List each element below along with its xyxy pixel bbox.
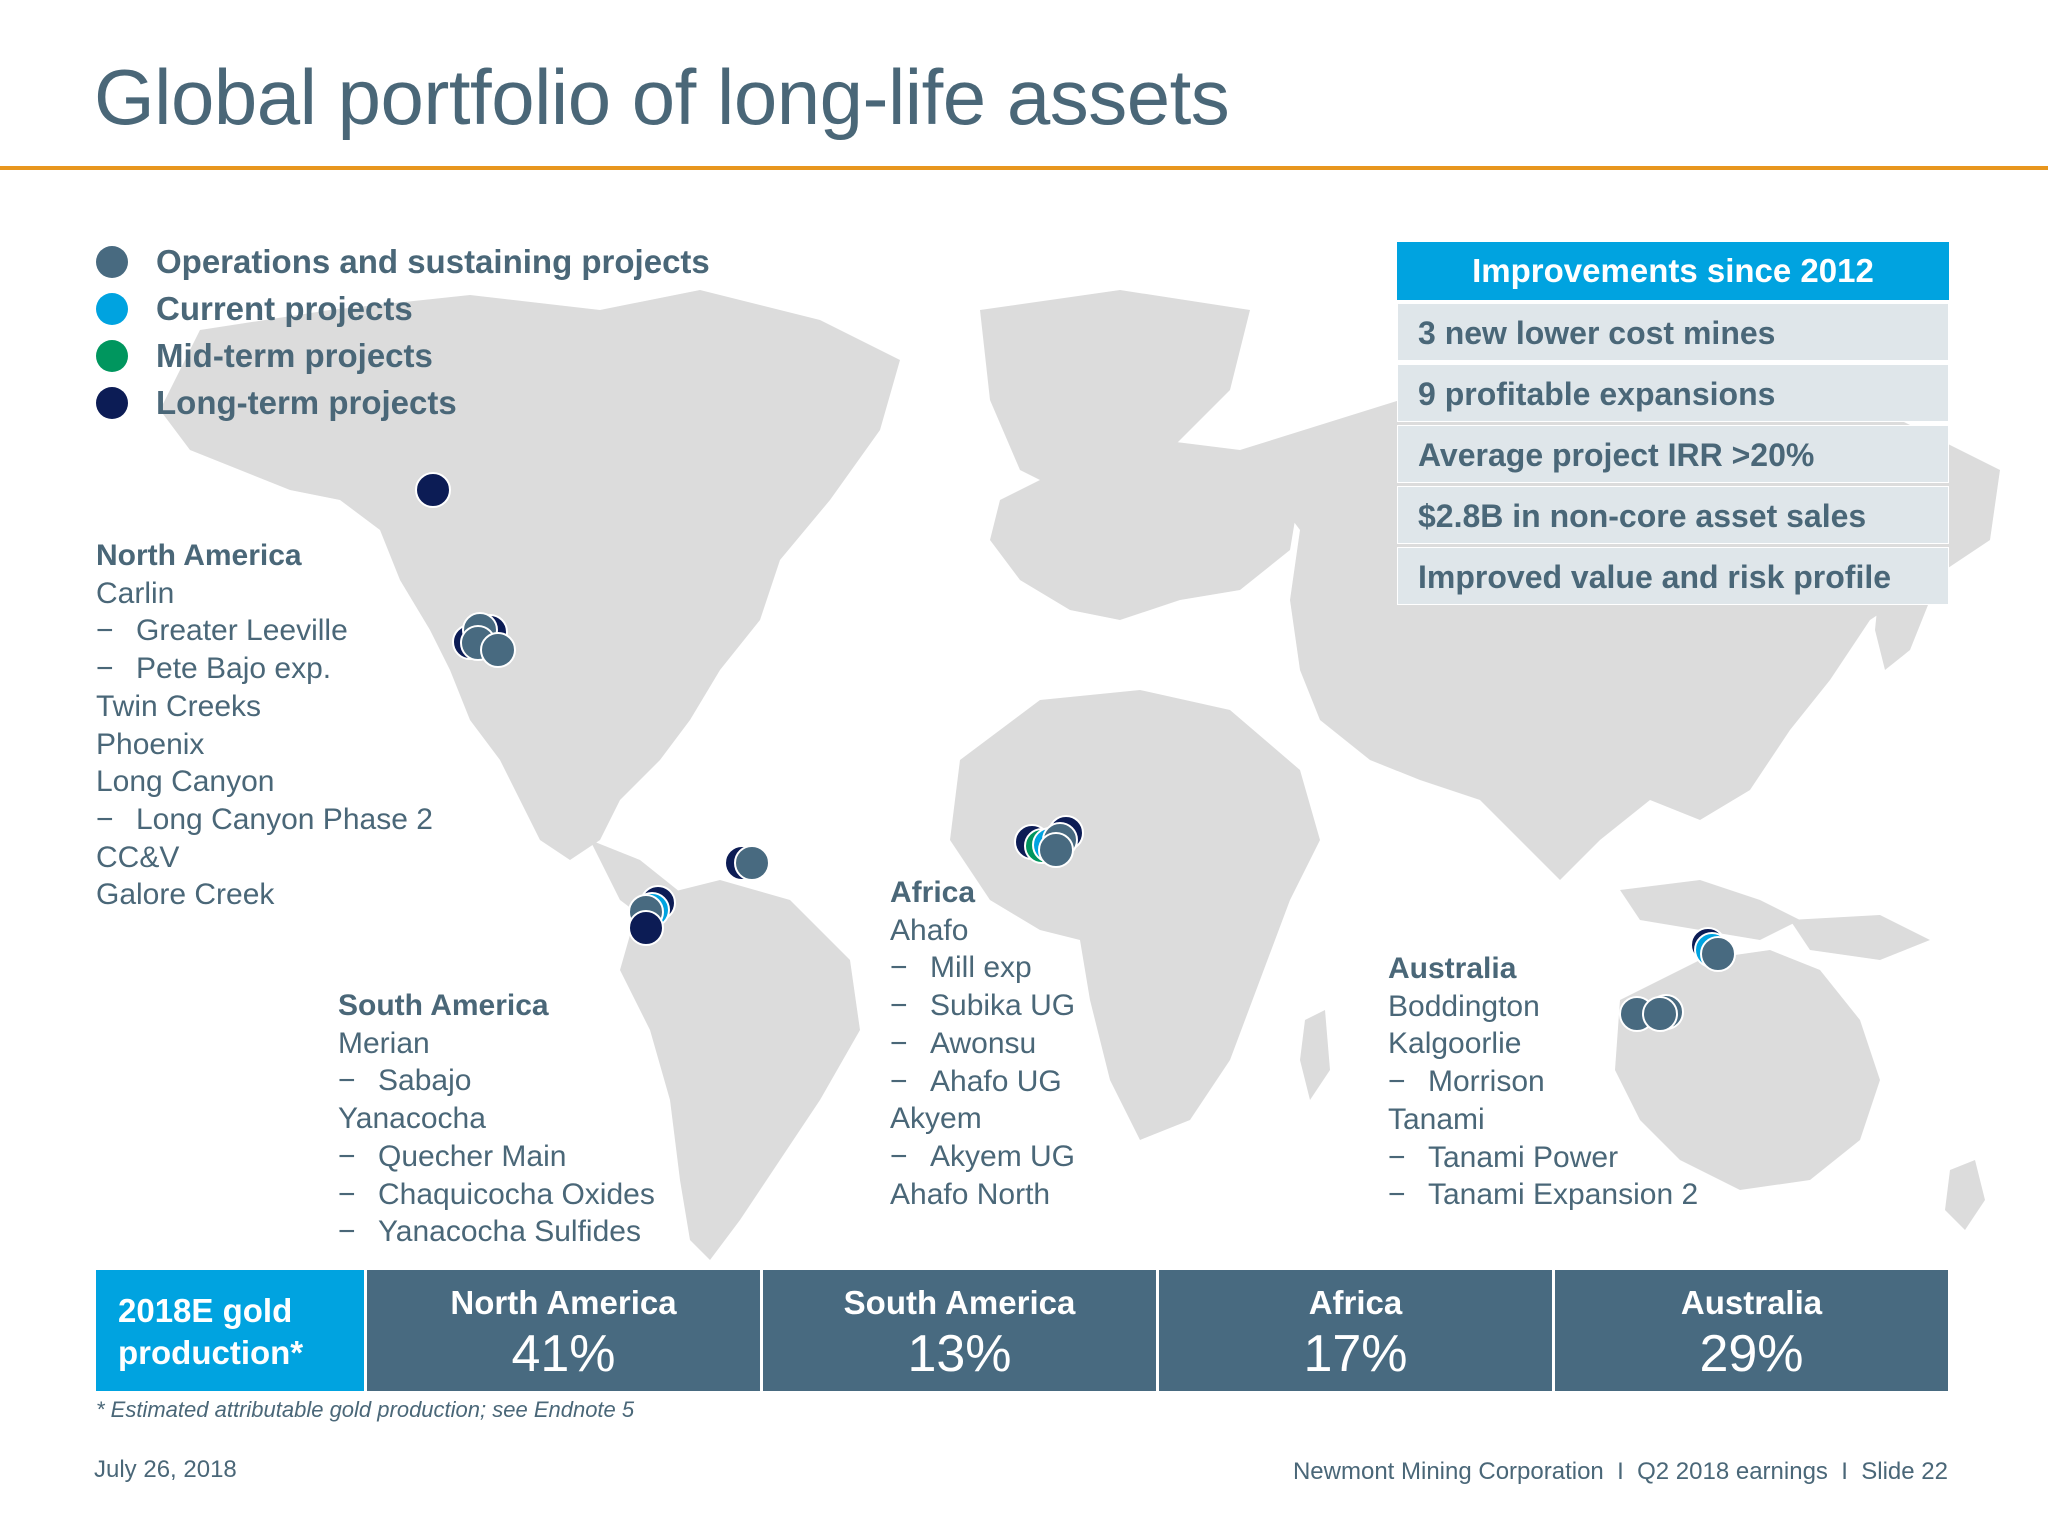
marker-nevada bbox=[480, 632, 516, 668]
europe-landmass bbox=[990, 440, 1300, 620]
map-legend: Operations and sustaining projects Curre… bbox=[96, 238, 710, 426]
mine-item: Long Canyon bbox=[96, 765, 275, 799]
improvements-header: Improvements since 2012 bbox=[1397, 242, 1949, 300]
mine-item: Boddington bbox=[1388, 989, 1540, 1023]
region-africa: AfricaAhafoMill expSubika UGAwonsuAhafo … bbox=[890, 874, 1075, 1213]
new-zealand-landmass bbox=[1945, 1160, 1985, 1230]
legend-label: Current projects bbox=[156, 289, 413, 327]
legend-dot-icon bbox=[96, 292, 128, 325]
region-title: North America bbox=[96, 539, 302, 572]
sub-project-item: Morrison bbox=[1388, 1063, 1698, 1101]
madagascar-landmass bbox=[1300, 1010, 1330, 1100]
sub-project-item: Yanacocha Sulfides bbox=[338, 1213, 655, 1251]
legend-dot-icon bbox=[96, 339, 128, 372]
marker-boddington-kalgoorlie bbox=[1642, 996, 1678, 1032]
improvements-row: 9 profitable expansions bbox=[1397, 364, 1949, 422]
africa-landmass bbox=[950, 690, 1320, 1140]
mine-item: Twin Creeks bbox=[96, 689, 262, 723]
footer-date: July 26, 2018 bbox=[94, 1456, 237, 1483]
region-title: Australia bbox=[1388, 952, 1517, 985]
production-percent: 41% bbox=[511, 1325, 616, 1383]
indonesia-landmass bbox=[1620, 880, 1800, 940]
marker-ghana bbox=[1038, 832, 1074, 868]
improvements-row: 3 new lower cost mines bbox=[1397, 303, 1949, 361]
mine-item: Galore Creek bbox=[96, 878, 275, 912]
production-cell-south-america: South America 13% bbox=[760, 1270, 1156, 1391]
legend-item-operations: Operations and sustaining projects bbox=[96, 238, 710, 285]
new-guinea-landmass bbox=[1790, 915, 1930, 960]
north-america-landmass bbox=[160, 290, 900, 860]
marker-merian bbox=[734, 845, 770, 881]
mine-item: Carlin bbox=[96, 576, 175, 610]
sub-project-item: Pete Bajo exp. bbox=[96, 650, 433, 688]
production-bar: 2018E gold production* North America 41%… bbox=[96, 1270, 1948, 1391]
marker-galore-creek bbox=[415, 472, 451, 508]
sub-project-item: Subika UG bbox=[890, 987, 1075, 1025]
mine-item: Ahafo bbox=[890, 913, 969, 947]
legend-dot-icon bbox=[96, 245, 128, 278]
improvements-row: Average project IRR >20% bbox=[1397, 425, 1949, 483]
production-label: 2018E gold production* bbox=[96, 1270, 364, 1391]
sub-project-item: Tanami Power bbox=[1388, 1139, 1698, 1177]
region-australia: AustraliaBoddingtonKalgoorlieMorrisonTan… bbox=[1388, 950, 1698, 1214]
sub-project-item: Sabajo bbox=[338, 1062, 655, 1100]
mine-item: Kalgoorlie bbox=[1388, 1027, 1522, 1061]
footer-company: Newmont Mining Corporation I Q2 2018 ear… bbox=[1292, 1458, 1948, 1485]
sub-project-item: Greater Leeville bbox=[96, 612, 433, 650]
region-south-america: South America MerianSabajoYanacochaQueche… bbox=[338, 987, 655, 1251]
sub-project-item: Quecher Main bbox=[338, 1138, 655, 1176]
legend-label: Mid-term projects bbox=[156, 336, 433, 374]
region-north-america: North America CarlinGreater LeevillePete … bbox=[96, 537, 433, 914]
title-divider bbox=[0, 166, 2048, 170]
sub-project-item: Chaquicocha Oxides bbox=[338, 1176, 655, 1214]
region-title: Africa bbox=[890, 876, 976, 909]
sub-project-item: Long Canyon Phase 2 bbox=[96, 801, 433, 839]
mine-item: Ahafo North bbox=[890, 1177, 1051, 1211]
greenland-landmass bbox=[980, 290, 1250, 500]
legend-item-longterm: Long-term projects bbox=[96, 379, 710, 426]
production-region: South America bbox=[843, 1284, 1076, 1321]
mine-item: Phoenix bbox=[96, 727, 205, 761]
production-cell-africa: Africa 17% bbox=[1156, 1270, 1552, 1391]
production-percent: 29% bbox=[1699, 1325, 1804, 1383]
mine-item: Tanami bbox=[1388, 1102, 1485, 1136]
sub-project-item: Awonsu bbox=[890, 1025, 1075, 1063]
mine-item: Yanacocha bbox=[338, 1102, 486, 1136]
mine-item: Merian bbox=[338, 1026, 430, 1060]
marker-tanami bbox=[1700, 936, 1736, 972]
legend-item-midterm: Mid-term projects bbox=[96, 332, 710, 379]
production-region: Africa bbox=[1308, 1284, 1403, 1321]
production-region: North America bbox=[450, 1284, 677, 1321]
production-cell-australia: Australia 29% bbox=[1552, 1270, 1948, 1391]
south-america-landmass bbox=[620, 880, 860, 1260]
legend-dot-icon bbox=[96, 386, 128, 419]
mine-item: CC&V bbox=[96, 840, 180, 874]
mine-item: Akyem bbox=[890, 1102, 982, 1136]
marker-yanacocha bbox=[628, 910, 664, 946]
sub-project-item: Tanami Expansion 2 bbox=[1388, 1176, 1698, 1214]
production-region: Australia bbox=[1680, 1284, 1823, 1321]
legend-item-current: Current projects bbox=[96, 285, 710, 332]
region-title: South America bbox=[338, 989, 549, 1022]
improvements-row: $2.8B in non-core asset sales bbox=[1397, 486, 1949, 544]
legend-label: Operations and sustaining projects bbox=[156, 242, 710, 280]
production-percent: 13% bbox=[907, 1325, 1012, 1383]
slide-title: Global portfolio of long-life assets bbox=[94, 53, 1230, 141]
sub-project-item: Ahafo UG bbox=[890, 1063, 1075, 1101]
production-cell-north-america: North America 41% bbox=[364, 1270, 760, 1391]
sub-project-item: Akyem UG bbox=[890, 1138, 1075, 1176]
production-percent: 17% bbox=[1303, 1325, 1408, 1383]
legend-label: Long-term projects bbox=[156, 383, 457, 421]
improvements-row: Improved value and risk profile bbox=[1397, 547, 1949, 605]
sub-project-item: Mill exp bbox=[890, 949, 1075, 987]
footnote: * Estimated attributable gold production… bbox=[96, 1397, 635, 1422]
improvements-table: Improvements since 2012 3 new lower cost… bbox=[1397, 242, 1949, 605]
